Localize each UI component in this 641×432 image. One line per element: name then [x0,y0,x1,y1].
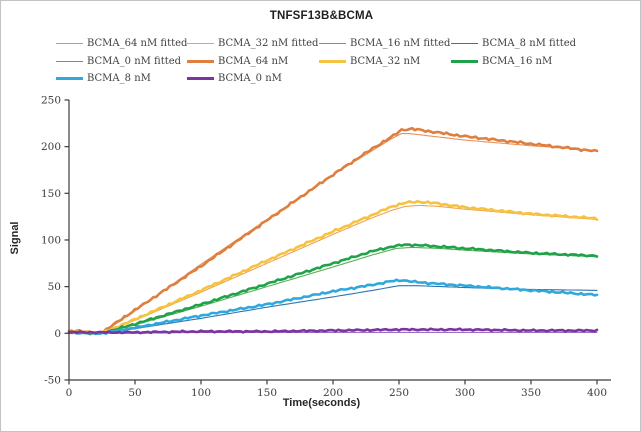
y-axis-label: Signal [9,221,21,255]
legend-line-swatch [451,60,478,63]
legend-item-r0: BCMA_0 nM [187,72,282,85]
series-r16 [67,243,599,336]
x-tick-label: 100 [191,387,211,399]
legend-item-f64: BCMA_64 nM fitted [56,37,187,50]
series-r64 [67,126,599,335]
legend-line-swatch [56,60,83,63]
legend-item-r64: BCMA_64 nM [187,55,288,68]
y-tick-label: 200 [41,141,61,153]
legend-label: BCMA_8 nM [87,73,151,84]
legend-label: BCMA_32 nM [350,56,421,67]
series-r0 [67,327,599,335]
x-tick-label: 150 [257,387,277,399]
series-f64 [68,133,598,334]
legend-label: BCMA_0 nM [218,73,282,84]
y-tick-label: -50 [44,375,61,387]
legend-line-swatch [187,60,214,63]
legend-item-r32: BCMA_32 nM [319,55,420,68]
legend-line-swatch [451,42,478,45]
x-tick-label: 50 [128,387,141,399]
legend-item-r16: BCMA_16 nM [451,55,552,68]
x-tick-label: 350 [521,387,541,399]
series-r32 [67,199,599,335]
legend: BCMA_64 nM fitted BCMA_32 nM fitted BCMA_1… [1,1,640,93]
x-axis-label: Time(seconds) [282,397,361,409]
legend-label: BCMA_8 nM fitted [482,38,577,49]
y-tick-label: 100 [41,235,61,247]
legend-line-swatch [319,42,346,45]
legend-label: BCMA_64 nM fitted [87,38,188,49]
legend-line-swatch [56,42,83,45]
x-tick-label: 250 [389,387,409,399]
x-tick-label: 400 [587,387,607,399]
x-tick-label: 200 [323,387,343,399]
series-r8 [67,278,599,336]
legend-line-swatch [56,77,83,80]
legend-item-f32: BCMA_32 nM fitted [187,37,318,50]
legend-item-f8: BCMA_8 nM fitted [451,37,576,50]
legend-line-swatch [187,77,214,80]
legend-label: BCMA_0 nM fitted [87,56,182,67]
x-tick-label: 0 [66,387,73,399]
y-tick-label: 250 [41,95,61,107]
legend-item-f16: BCMA_16 nM fitted [319,37,450,50]
legend-item-f0: BCMA_0 nM fitted [56,55,181,68]
legend-line-swatch [319,60,346,63]
y-tick-label: 150 [41,188,61,200]
legend-label: BCMA_32 nM fitted [218,38,319,49]
chart-title: TNFSF13B&BCMA [269,10,374,22]
legend-item-r8: BCMA_8 nM [56,72,151,85]
y-tick-label: 50 [48,281,61,293]
legend-label: BCMA_64 nM [218,56,289,67]
legend-label: BCMA_16 nM fitted [350,38,451,49]
legend-line-swatch [187,42,214,45]
y-tick-label: 0 [54,328,61,340]
x-tick-label: 300 [455,387,475,399]
legend-label: BCMA_16 nM [482,56,553,67]
